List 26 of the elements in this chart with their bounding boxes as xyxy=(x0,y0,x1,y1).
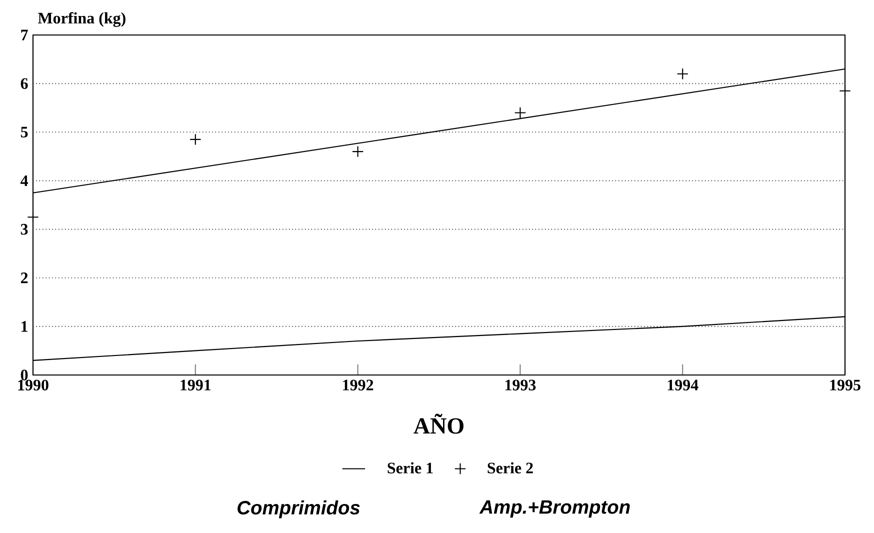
y-tick-label: 4 xyxy=(20,175,28,186)
y-tick-label: 5 xyxy=(20,126,28,138)
y-axis-title: Morfina (kg) xyxy=(38,12,126,27)
point xyxy=(514,106,526,119)
point xyxy=(676,68,688,80)
y-tick-label: 2 xyxy=(20,272,28,284)
x-tick-label: 1990 xyxy=(18,380,48,390)
text: Amp.+Brompton xyxy=(479,500,630,518)
point xyxy=(352,146,364,158)
x-axis-title: AÑO xyxy=(414,414,464,434)
point xyxy=(839,84,851,97)
x-tick-label: 1993 xyxy=(505,380,536,390)
x-tick-label: 1992 xyxy=(343,380,374,390)
legend-label: Serie 2 xyxy=(488,462,533,474)
y-tick-label: 3 xyxy=(20,224,28,235)
y-tick-label: 6 xyxy=(20,78,28,89)
x-tick-label: 1995 xyxy=(830,380,860,390)
point xyxy=(27,211,39,224)
text: Comprimidos xyxy=(238,500,360,518)
y-tick-label: 7 xyxy=(21,30,28,40)
x-tick-label: 1991 xyxy=(180,380,211,390)
y-tick-label: 1 xyxy=(22,321,28,332)
x-tick-label: 1994 xyxy=(668,380,698,390)
y-tick-label: 0 xyxy=(20,370,28,380)
legend-label: Serie 1 xyxy=(388,462,433,474)
point xyxy=(190,134,202,146)
